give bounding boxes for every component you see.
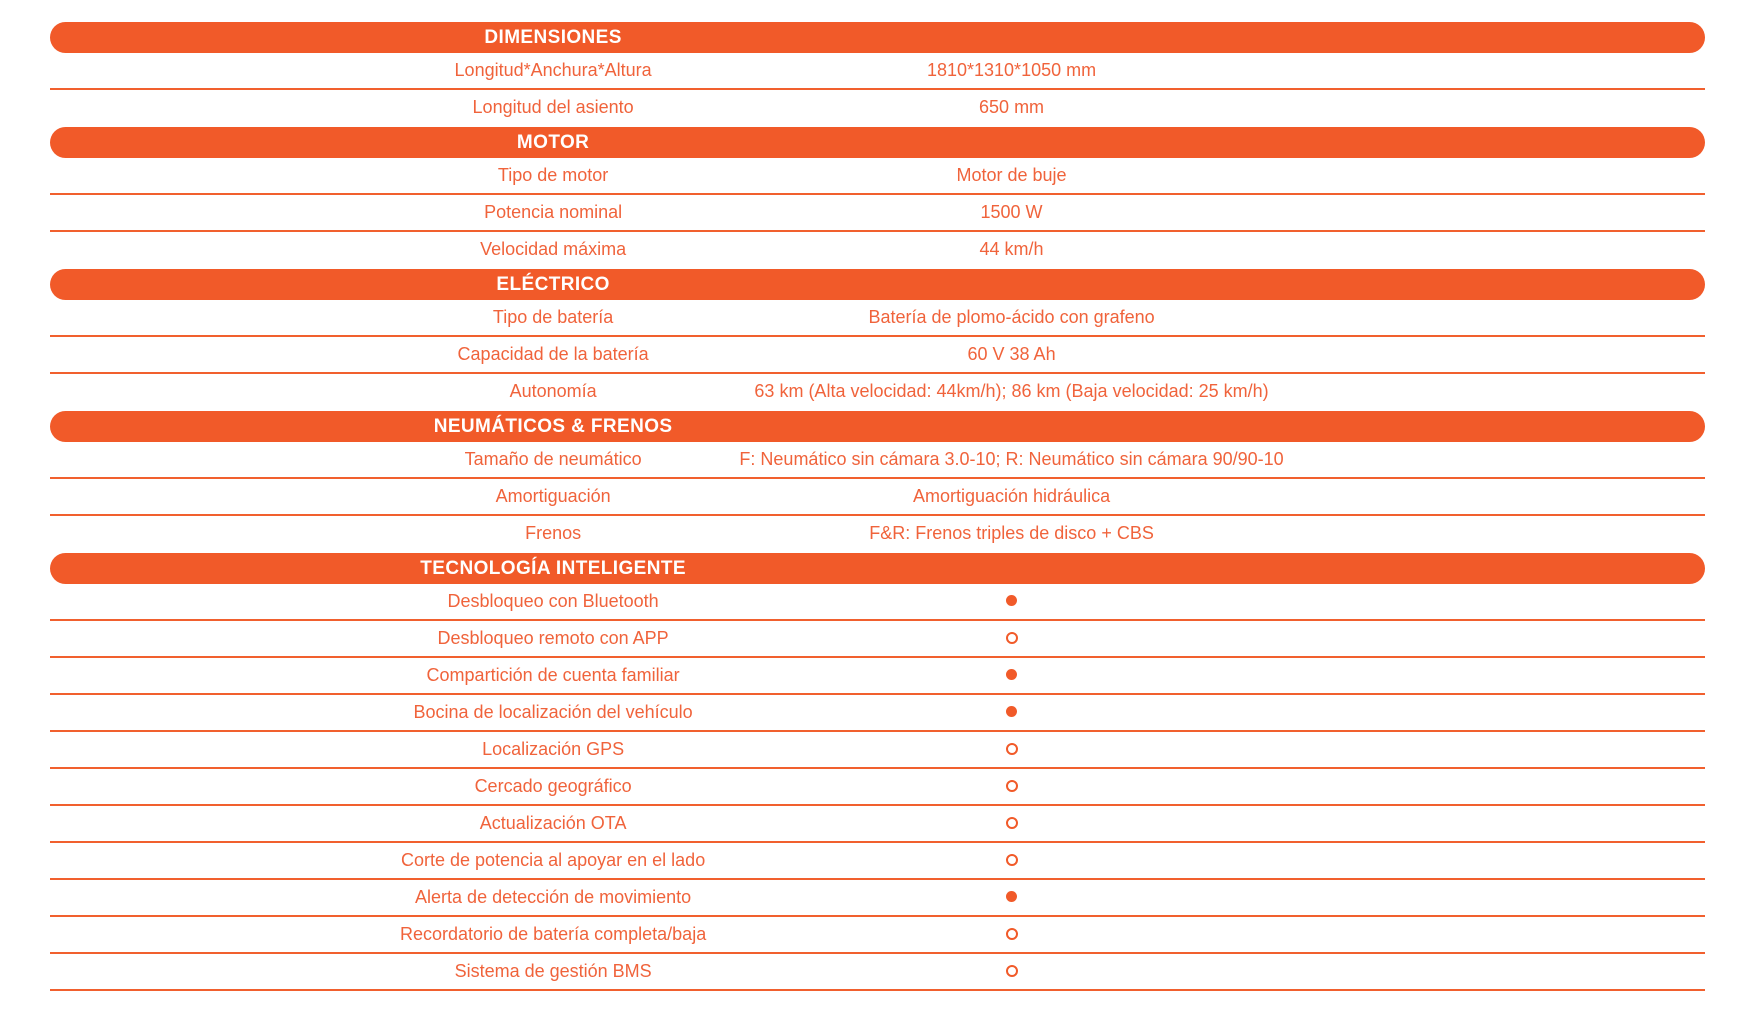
feature-availability: [318, 954, 1705, 989]
feature-availability: [318, 621, 1705, 656]
section-title: MOTOR: [516, 132, 590, 153]
spec-row: Bocina de localización del vehículo: [50, 695, 1705, 732]
spec-value: Batería de plomo-ácido con grafeno: [868, 307, 1155, 327]
open-dot-icon: [1005, 816, 1018, 829]
spec-row: Cercado geográfico: [50, 769, 1705, 806]
spec-value: 1500 W: [980, 202, 1043, 222]
spec-row: Actualización OTA: [50, 806, 1705, 843]
filled-dot-icon: [1006, 595, 1018, 607]
spec-value: F: Neumático sin cámara 3.0-10; R: Neumá…: [739, 449, 1284, 469]
section-header-bar: NEUMÁTICOS & FRENOS: [50, 411, 1705, 442]
spec-row: Localización GPS: [50, 732, 1705, 769]
spec-section: ELÉCTRICO Tipo de batería Batería de plomo…: [50, 269, 1705, 411]
spec-row: Amortiguación Amortiguación hidráulica: [50, 479, 1705, 516]
feature-availability: [318, 769, 1705, 804]
spec-label: Localización GPS: [482, 739, 625, 759]
open-dot-icon: [1005, 742, 1018, 755]
spec-label: Desbloqueo con Bluetooth: [447, 591, 659, 611]
spec-row: Compartición de cuenta familiar: [50, 658, 1705, 695]
spec-row: Frenos F&R: Frenos triples de disco + CBS: [50, 516, 1705, 553]
spec-value: 650 mm: [979, 97, 1045, 117]
section-title: ELÉCTRICO: [496, 274, 610, 295]
spec-row: Tipo de batería Batería de plomo-ácido co…: [50, 300, 1705, 337]
spec-section: DIMENSIONES Longitud*Anchura*Altura 1810*1…: [50, 22, 1705, 127]
spec-label: Desbloqueo remoto con APP: [437, 628, 669, 648]
spec-value: F&R: Frenos triples de disco + CBS: [869, 523, 1154, 543]
feature-availability: [318, 806, 1705, 841]
spec-value: 44 km/h: [979, 239, 1044, 259]
spec-row: Sistema de gestión BMS: [50, 954, 1705, 991]
spec-label: Longitud*Anchura*Altura: [454, 60, 652, 80]
open-dot-icon: [1005, 779, 1018, 792]
section-header-bar: ELÉCTRICO: [50, 269, 1705, 300]
feature-availability: [318, 584, 1705, 619]
spec-label: Frenos: [525, 523, 582, 543]
open-dot-icon: [1005, 853, 1018, 866]
spec-label: Velocidad máxima: [480, 239, 627, 259]
feature-availability: [318, 695, 1705, 730]
spec-label: Autonomía: [509, 381, 597, 401]
spec-value: Amortiguación hidráulica: [912, 486, 1111, 506]
spec-label: Actualización OTA: [479, 813, 627, 833]
spec-label: Corte de potencia al apoyar en el lado: [401, 850, 706, 870]
spec-row: Potencia nominal 1500 W: [50, 195, 1705, 232]
section-header-bar: MOTOR: [50, 127, 1705, 158]
section-title: NEUMÁTICOS & FRENOS: [433, 416, 673, 437]
feature-availability: [318, 880, 1705, 915]
section-title: DIMENSIONES: [484, 27, 622, 48]
filled-dot-icon: [1006, 891, 1018, 903]
feature-availability: [318, 658, 1705, 693]
spec-value: 63 km (Alta velocidad: 44km/h); 86 km (B…: [754, 381, 1269, 401]
open-dot-icon: [1005, 927, 1018, 940]
spec-label: Amortiguación: [495, 486, 611, 506]
feature-availability: [318, 732, 1705, 767]
spec-row: Longitud del asiento 650 mm: [50, 90, 1705, 127]
spec-row: Velocidad máxima 44 km/h: [50, 232, 1705, 269]
spec-section: MOTOR Tipo de motor Motor de buje Potencia …: [50, 127, 1705, 269]
spec-row: Tamaño de neumático F: Neumático sin cáma…: [50, 442, 1705, 479]
spec-label: Alerta de detección de movimiento: [415, 887, 692, 907]
filled-dot-icon: [1006, 669, 1018, 681]
spec-label: Sistema de gestión BMS: [454, 961, 652, 981]
spec-label: Longitud del asiento: [472, 97, 634, 117]
spec-section: NEUMÁTICOS & FRENOS Tamaño de neumático F:…: [50, 411, 1705, 553]
spec-row: Alerta de detección de movimiento: [50, 880, 1705, 917]
feature-availability: [318, 917, 1705, 952]
spec-row: Autonomía 63 km (Alta velocidad: 44km/h);…: [50, 374, 1705, 411]
spec-table: DIMENSIONES Longitud*Anchura*Altura 1810*1…: [50, 22, 1705, 991]
spec-label: Tipo de motor: [497, 165, 609, 185]
feature-availability: [318, 843, 1705, 878]
section-title: TECNOLOGÍA INTELIGENTE: [420, 558, 686, 579]
spec-row: Desbloqueo con Bluetooth: [50, 584, 1705, 621]
spec-row: Tipo de motor Motor de buje: [50, 158, 1705, 195]
spec-label: Bocina de localización del vehículo: [413, 702, 693, 722]
filled-dot-icon: [1006, 706, 1018, 718]
spec-row: Capacidad de la batería 60 V 38 Ah: [50, 337, 1705, 374]
spec-label: Recordatorio de batería completa/baja: [400, 924, 707, 944]
spec-row: Longitud*Anchura*Altura 1810*1310*1050 mm: [50, 53, 1705, 90]
open-dot-icon: [1005, 631, 1018, 644]
section-header-bar: TECNOLOGÍA INTELIGENTE: [50, 553, 1705, 584]
spec-row: Corte de potencia al apoyar en el lado: [50, 843, 1705, 880]
spec-row: Desbloqueo remoto con APP: [50, 621, 1705, 658]
spec-label: Tamaño de neumático: [464, 449, 642, 469]
spec-value: 60 V 38 Ah: [967, 344, 1056, 364]
spec-label: Capacidad de la batería: [457, 344, 649, 364]
section-header-bar: DIMENSIONES: [50, 22, 1705, 53]
spec-value: 1810*1310*1050 mm: [926, 60, 1097, 80]
open-dot-icon: [1005, 964, 1018, 977]
spec-value: Motor de buje: [956, 165, 1067, 185]
spec-label: Potencia nominal: [484, 202, 623, 222]
spec-section: TECNOLOGÍA INTELIGENTE Desbloqueo con Blu…: [50, 553, 1705, 991]
spec-label: Tipo de batería: [492, 307, 614, 327]
spec-row: Recordatorio de batería completa/baja: [50, 917, 1705, 954]
spec-label: Cercado geográfico: [474, 776, 632, 796]
spec-label: Compartición de cuenta familiar: [426, 665, 680, 685]
